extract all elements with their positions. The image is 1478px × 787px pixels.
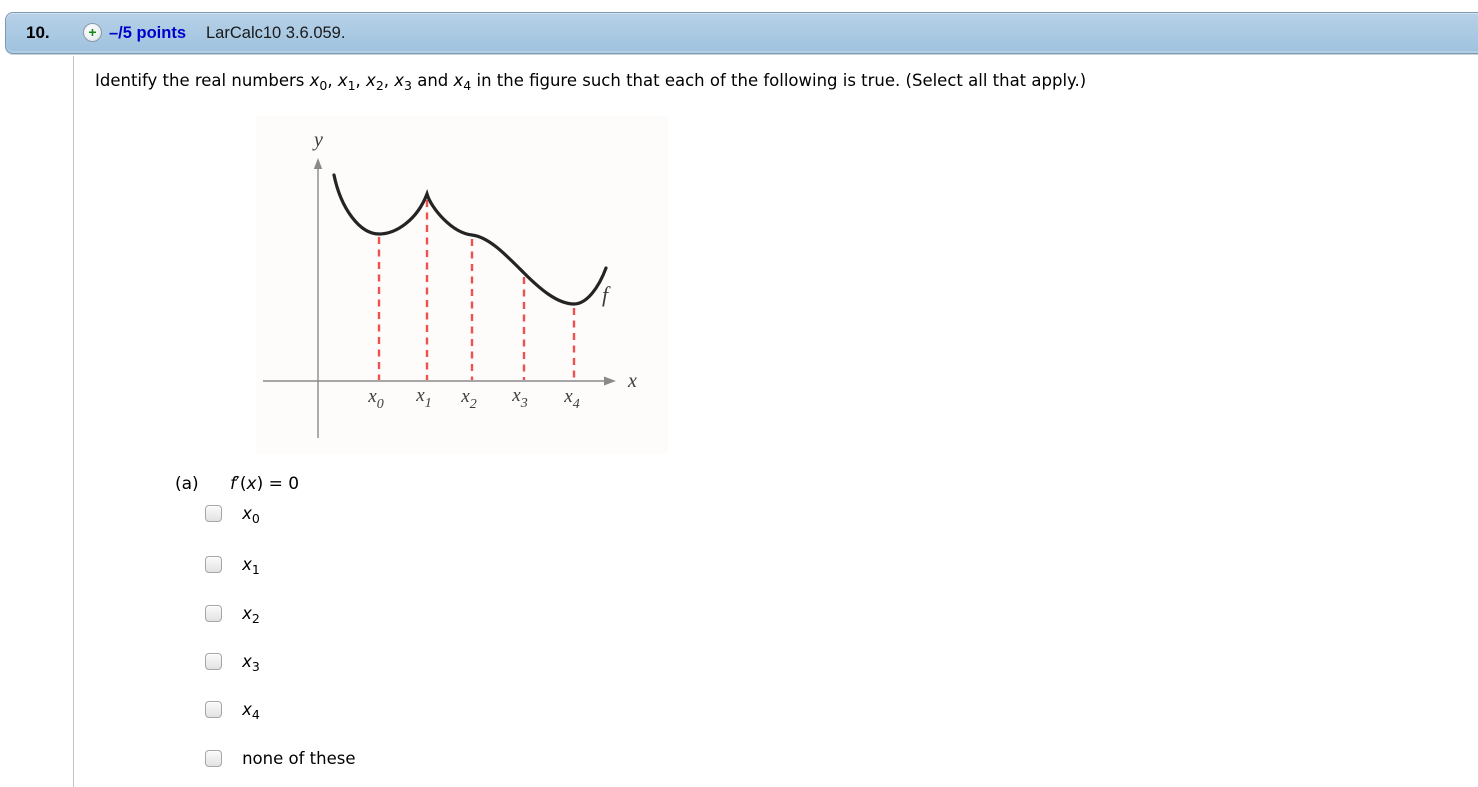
var-x3: x: [394, 71, 405, 90]
option-row-none: none of these: [205, 748, 355, 772]
x-axis-arrow: [604, 376, 616, 386]
question-outro: in the figure such that each of the foll…: [471, 71, 1087, 90]
option-label-none: none of these: [242, 749, 356, 768]
var-x3-sub: 3: [404, 78, 412, 93]
conjunction: and: [411, 71, 454, 90]
option-label-x0: x0: [242, 504, 260, 526]
checkbox-none-of-these[interactable]: [205, 750, 222, 767]
var-x1: x: [337, 71, 348, 90]
y-axis: [313, 158, 323, 438]
expr-prime-paren: ′(: [236, 474, 247, 494]
option-row-x3: x3: [205, 651, 260, 675]
part-a-expression: f′(x) = 0: [230, 474, 299, 494]
var-x2: x: [366, 71, 376, 90]
checkbox-x0[interactable]: [205, 505, 222, 522]
tick-label-x3: x3: [511, 385, 527, 411]
checkbox-x4[interactable]: [205, 701, 222, 718]
question-intro: Identify the real numbers: [95, 71, 310, 90]
part-a-label: (a): [175, 474, 199, 494]
y-axis-label: y: [312, 129, 323, 151]
tick-label-x2: x2: [460, 386, 476, 412]
y-axis-arrow: [313, 158, 323, 169]
separator: ,: [327, 71, 338, 90]
option-label-x1: x1: [242, 555, 260, 577]
textbook-reference: LarCalc10 3.6.059.: [206, 24, 346, 42]
tick-label-x0: x0: [367, 386, 383, 412]
option-row-x4: x4: [205, 699, 260, 723]
left-divider: [73, 56, 74, 787]
expand-plus-icon[interactable]: +: [83, 23, 102, 42]
graph-svg: y x f x0 x1 x2 x3 x4: [263, 129, 637, 438]
question-header-bar: 10. + –/5 points LarCalc10 3.6.059.: [5, 12, 1478, 54]
option-row-x1: x1: [205, 554, 260, 578]
option-label-x3: x3: [242, 652, 260, 674]
question-text: Identify the real numbers x0, x1, x2, x3…: [95, 70, 1086, 93]
question-header-inner: 10. + –/5 points LarCalc10 3.6.059.: [6, 13, 1478, 53]
function-graph-figure: y x f x0 x1 x2 x3 x4: [256, 116, 668, 454]
option-label-x4: x4: [242, 700, 260, 722]
checkbox-x1[interactable]: [205, 556, 222, 573]
x-axis-label: x: [627, 370, 637, 392]
var-x0-sub: 0: [319, 78, 328, 93]
expr-equals-zero: ) = 0: [256, 474, 300, 494]
checkbox-x2[interactable]: [205, 605, 222, 622]
expr-f: f: [230, 474, 236, 494]
separator: ,: [355, 71, 367, 90]
option-row-x2: x2: [205, 603, 260, 627]
tick-label-x4: x4: [563, 386, 579, 412]
var-x1-sub: 1: [347, 78, 356, 93]
expr-x: x: [246, 474, 257, 494]
var-x2-sub: 2: [375, 78, 384, 93]
points-label: –/5 points: [109, 24, 187, 42]
var-x0: x: [309, 71, 320, 90]
curve-label-f: f: [602, 282, 611, 307]
dashed-guides: [377, 200, 576, 380]
option-row-x0: x0: [205, 503, 260, 527]
x-axis: [263, 376, 616, 386]
separator: ,: [383, 71, 395, 90]
function-curve: [332, 173, 608, 306]
tick-label-x1: x1: [415, 385, 431, 411]
checkbox-x3[interactable]: [205, 653, 222, 670]
question-number: 10.: [26, 23, 50, 42]
var-x4-sub: 4: [463, 78, 472, 93]
var-x4: x: [453, 71, 464, 90]
option-label-x2: x2: [242, 604, 260, 626]
